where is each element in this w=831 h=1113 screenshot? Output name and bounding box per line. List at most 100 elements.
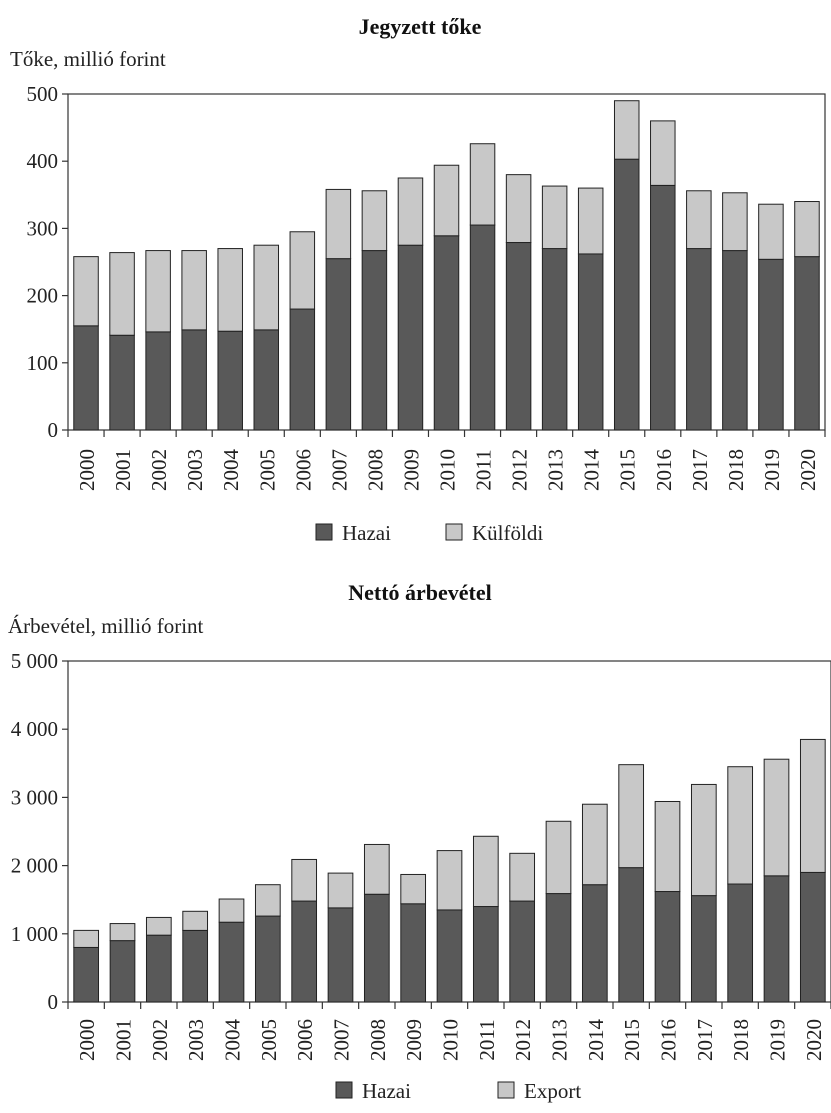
x-tick-label: 2008 xyxy=(363,449,387,491)
x-tick-label: 2006 xyxy=(293,1019,317,1061)
bar-export-2010 xyxy=(436,850,463,911)
bar-export-2008 xyxy=(363,843,390,895)
bar-export-2013 xyxy=(545,820,572,895)
bar-hazai-2003 xyxy=(182,929,209,1003)
bar-külföldi-2017 xyxy=(686,190,712,250)
bar-hazai-2015 xyxy=(613,158,640,431)
bar-külföldi-2001 xyxy=(109,252,135,336)
bar-hazai-2006 xyxy=(289,308,316,431)
legend-swatch-külföldi xyxy=(445,523,463,541)
x-tick-label: 2018 xyxy=(724,449,748,491)
bar-export-2000 xyxy=(73,929,100,948)
bar-hazai-2010 xyxy=(433,235,460,431)
bar-export-2004 xyxy=(218,898,245,923)
x-tick-label: 2016 xyxy=(652,449,676,491)
x-tick-label: 2007 xyxy=(330,1019,354,1061)
bar-hazai-2018 xyxy=(727,883,754,1003)
bar-export-2005 xyxy=(254,884,281,917)
bar-külföldi-2000 xyxy=(73,256,99,327)
bar-hazai-2006 xyxy=(291,900,318,1003)
y-tick-label: 100 xyxy=(27,351,59,375)
bar-hazai-2002 xyxy=(145,331,171,431)
x-tick-label: 2005 xyxy=(255,449,279,491)
y-tick-label: 500 xyxy=(27,82,59,106)
x-tick-label: 2009 xyxy=(402,1019,426,1061)
y-tick-label: 3 000 xyxy=(11,785,58,809)
bar-export-2002 xyxy=(145,916,172,936)
y-tick-label: 0 xyxy=(48,990,59,1014)
bar-export-2017 xyxy=(690,783,717,897)
y-tick-label: 400 xyxy=(27,149,59,173)
x-tick-label: 2006 xyxy=(291,449,315,491)
x-tick-label: 2003 xyxy=(183,449,207,491)
legend-label-export: Export xyxy=(524,1079,581,1103)
bar-hazai-2007 xyxy=(325,258,352,431)
y-tick-label: 0 xyxy=(48,418,59,442)
x-tick-label: 2015 xyxy=(616,449,640,491)
bar-külföldi-2018 xyxy=(722,192,748,252)
bar-külföldi-2010 xyxy=(433,164,460,237)
x-tick-label: 2012 xyxy=(508,449,532,491)
x-tick-label: 2010 xyxy=(439,1019,463,1061)
bar-hazai-2009 xyxy=(400,903,427,1003)
bar-külföldi-2013 xyxy=(541,185,568,250)
bar-export-2020 xyxy=(799,738,826,873)
x-tick-label: 2015 xyxy=(620,1019,644,1061)
bar-külföldi-2019 xyxy=(758,203,784,260)
bar-export-2019 xyxy=(763,758,790,877)
y-tick-label: 1 000 xyxy=(11,922,58,946)
bar-export-2006 xyxy=(291,858,318,902)
x-tick-label: 2009 xyxy=(399,449,423,491)
y-axis-label: Tőke, millió forint xyxy=(10,47,166,71)
y-tick-label: 4 000 xyxy=(11,717,58,741)
bar-hazai-2005 xyxy=(254,915,281,1003)
bar-külföldi-2012 xyxy=(505,174,532,244)
bar-export-2001 xyxy=(109,923,136,942)
x-tick-label: 2017 xyxy=(693,1019,717,1061)
x-tick-label: 2002 xyxy=(148,1019,172,1061)
bar-külföldi-2003 xyxy=(181,250,207,331)
x-tick-label: 2002 xyxy=(147,449,171,491)
bar-hazai-2011 xyxy=(472,906,499,1003)
bar-hazai-2017 xyxy=(690,895,717,1003)
bar-hazai-2000 xyxy=(73,946,100,1003)
legend-swatch-export xyxy=(497,1081,515,1099)
bar-hazai-2000 xyxy=(73,325,99,431)
x-tick-label: 2000 xyxy=(75,1019,99,1061)
x-tick-label: 2005 xyxy=(257,1019,281,1061)
bar-külföldi-2016 xyxy=(650,120,676,186)
bar-hazai-2019 xyxy=(763,875,790,1003)
bar-hazai-2013 xyxy=(545,893,572,1003)
bar-export-2015 xyxy=(618,764,645,869)
bar-hazai-2004 xyxy=(218,921,245,1003)
chart-title: Jegyzett tőke xyxy=(359,14,482,39)
x-tick-label: 2014 xyxy=(580,449,604,492)
chart-title: Nettó árbevétel xyxy=(348,580,492,605)
x-tick-label: 2014 xyxy=(584,1019,608,1062)
bar-külföldi-2008 xyxy=(361,190,388,252)
bar-külföldi-2002 xyxy=(145,250,171,333)
x-tick-label: 2004 xyxy=(219,449,243,492)
bar-export-2009 xyxy=(400,873,427,905)
x-tick-label: 2019 xyxy=(766,1019,790,1061)
bar-hazai-2012 xyxy=(509,900,536,1003)
x-tick-label: 2011 xyxy=(475,1019,499,1060)
bar-külföldi-2014 xyxy=(577,187,604,255)
chart-1: Jegyzett tőke Tőke, millió forint 0 100 2003… xyxy=(10,14,826,545)
bar-külföldi-2020 xyxy=(794,201,820,258)
x-tick-label: 2017 xyxy=(688,449,712,491)
chart-2: Nettó árbevétel Árbevétel, millió forint 0… xyxy=(8,580,831,1103)
bar-hazai-2008 xyxy=(361,250,388,431)
y-tick-label: 300 xyxy=(27,216,59,240)
y-tick-label: 2 000 xyxy=(11,854,58,878)
bar-export-2018 xyxy=(727,766,754,885)
x-tick-label: 2010 xyxy=(436,449,460,491)
bar-hazai-2012 xyxy=(505,242,532,431)
bar-hazai-2007 xyxy=(327,907,354,1003)
bar-hazai-2005 xyxy=(253,329,280,431)
x-tick-label: 2019 xyxy=(760,449,784,491)
bar-külföldi-2004 xyxy=(217,248,243,332)
bar-export-2007 xyxy=(327,872,354,909)
bar-export-2014 xyxy=(581,803,608,886)
